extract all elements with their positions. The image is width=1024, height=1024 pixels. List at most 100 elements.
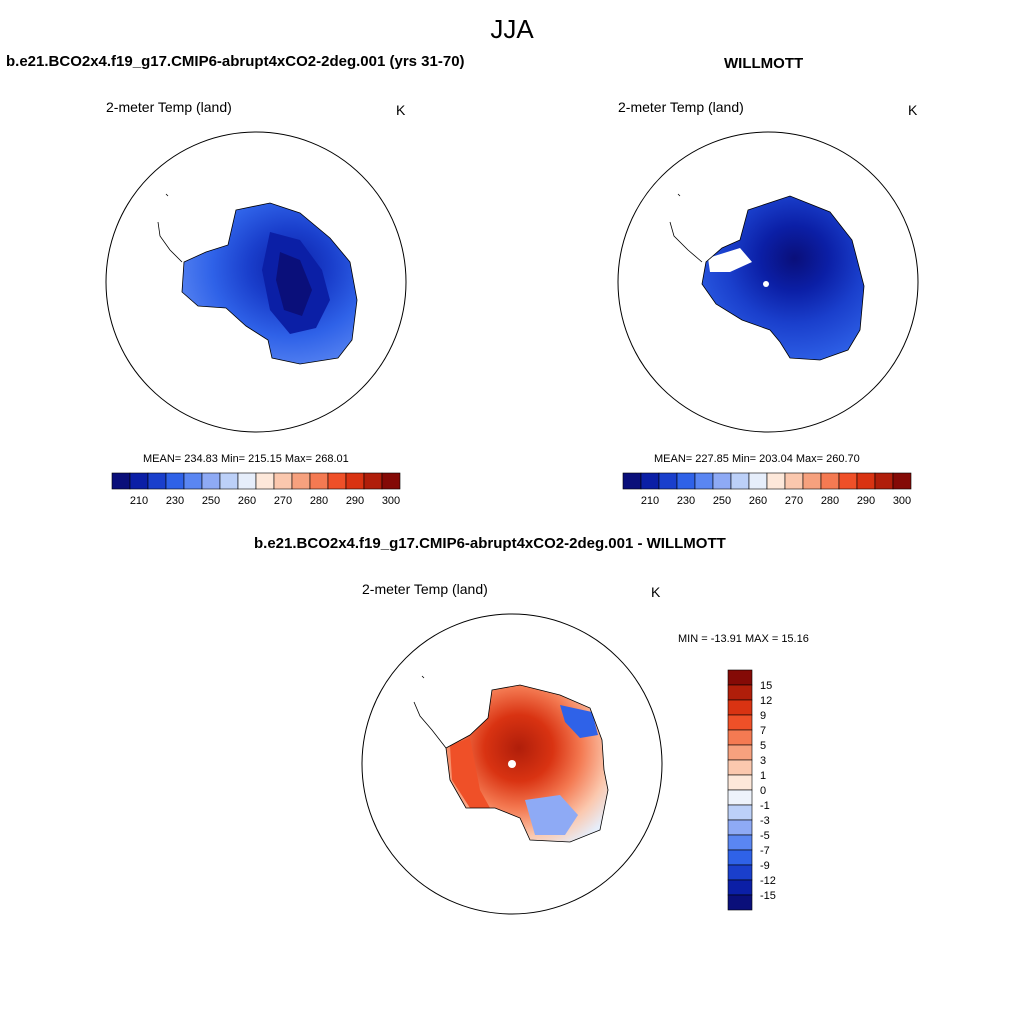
right-colorbar-swatch — [784, 472, 804, 490]
left-peninsula-coastline — [157, 193, 183, 263]
diff-colorbar-swatch — [727, 864, 753, 881]
right-colorbar-swatch — [766, 472, 786, 490]
diff-stats-readout: MIN = -13.91 MAX = 15.16 — [678, 633, 809, 645]
diff-colorbar-swatch — [727, 774, 753, 791]
diff-colorbar-tick-label: 3 — [760, 755, 766, 767]
right-colorbar-swatch — [892, 472, 912, 490]
diff-colorbar-swatch — [727, 894, 753, 911]
left-colorbar-tick-label: 250 — [202, 495, 220, 507]
diff-colorbar-tick-label: 5 — [760, 740, 766, 752]
diff-colorbar-swatch — [727, 669, 753, 686]
diff-colorbar-swatch — [727, 789, 753, 806]
right-colorbar-tick-label: 270 — [785, 495, 803, 507]
diff-colorbar-tick-label: 1 — [760, 770, 766, 782]
right-colorbar-swatch — [748, 472, 768, 490]
right-colorbar-tick-label: 290 — [857, 495, 875, 507]
figure-title: JJA — [490, 14, 534, 44]
diff-colorbar-swatch — [727, 744, 753, 761]
right-variable-label: 2-meter Temp (land) — [618, 99, 744, 115]
diff-antarctica-coastline — [445, 684, 609, 843]
left-colorbar-swatch — [273, 472, 293, 490]
right-units-label: K — [908, 102, 918, 118]
left-colorbar-tick-label: 210 — [130, 495, 148, 507]
diff-variable-label: 2-meter Temp (land) — [362, 581, 488, 597]
right-panel-title: WILLMOTT — [724, 55, 804, 72]
left-antarctica-coastline — [181, 202, 358, 365]
right-temperature-field — [702, 196, 864, 360]
left-colorbar-tick-label: 270 — [274, 495, 292, 507]
diff-panel-title: b.e21.BCO2x4.f19_g17.CMIP6-abrupt4xCO2-2… — [254, 535, 726, 552]
right-colorbar-tick-label: 230 — [677, 495, 695, 507]
left-colorbar-tick-label: 230 — [166, 495, 184, 507]
right-colorbar-tick-label: 210 — [641, 495, 659, 507]
diff-colorbar-swatch — [727, 804, 753, 821]
left-colorbar-swatch — [291, 472, 311, 490]
right-antarctica-coastline — [701, 195, 865, 361]
right-colorbar-swatch — [640, 472, 660, 490]
diff-colorbar-swatch — [727, 714, 753, 731]
left-colorbar-swatch — [363, 472, 383, 490]
right-colorbar-swatch — [676, 472, 696, 490]
right-colorbar-tick-label: 300 — [893, 495, 911, 507]
diff-colorbar-swatch — [727, 729, 753, 746]
right-peninsula-coastline — [669, 193, 703, 263]
left-colorbar: 210 230 250 260 270 280 290 300 — [111, 472, 401, 507]
diff-colorbar-swatch — [727, 759, 753, 776]
diff-colorbar-swatch — [727, 879, 753, 896]
right-colorbar-tick-label: 250 — [713, 495, 731, 507]
diff-colorbar-swatch — [727, 699, 753, 716]
left-colorbar-tick-label: 260 — [238, 495, 256, 507]
left-colorbar-swatch — [381, 472, 401, 490]
left-variable-label: 2-meter Temp (land) — [106, 99, 232, 115]
diff-colorbar-tick-label: -5 — [760, 830, 770, 842]
left-colorbar-tick-label: 280 — [310, 495, 328, 507]
left-colorbar-swatch — [345, 472, 365, 490]
diff-colorbar-tick-label: -1 — [760, 800, 770, 812]
diff-colorbar-tick-label: -9 — [760, 860, 770, 872]
left-colorbar-swatch — [309, 472, 329, 490]
diff-peninsula-coastline — [413, 675, 447, 749]
diff-colorbar-tick-label: 0 — [760, 785, 766, 797]
diff-colorbar-swatch — [727, 819, 753, 836]
right-colorbar-swatch — [694, 472, 714, 490]
diff-colorbar-tick-label: 15 — [760, 680, 772, 692]
left-colorbar-tick-label: 290 — [346, 495, 364, 507]
diff-colorbar-tick-label: -7 — [760, 845, 770, 857]
right-map-boundary — [617, 131, 919, 433]
left-colorbar-swatch — [237, 472, 257, 490]
left-colorbar-swatch — [129, 472, 149, 490]
right-colorbar-swatch — [856, 472, 876, 490]
diff-colorbar: 15 12 9 7 5 3 1 0 -1 -3 -5 -7 -9 -12 -15 — [727, 669, 776, 911]
diff-colorbar-tick-label: 12 — [760, 695, 772, 707]
right-colorbar: 210 230 250 260 270 280 290 300 — [622, 472, 912, 507]
diff-colorbar-tick-label: -12 — [760, 875, 776, 887]
diff-colorbar-tick-label: -3 — [760, 815, 770, 827]
right-stats-readout: MEAN= 227.85 Min= 203.04 Max= 260.70 — [654, 453, 860, 465]
right-colorbar-swatch — [712, 472, 732, 490]
diff-colorbar-tick-label: 9 — [760, 710, 766, 722]
right-colorbar-swatch — [838, 472, 858, 490]
diff-colorbar-swatch — [727, 834, 753, 851]
left-stats-readout: MEAN= 234.83 Min= 215.15 Max= 268.01 — [143, 453, 349, 465]
left-colorbar-swatch — [111, 472, 131, 490]
left-colorbar-tick-label: 300 — [382, 495, 400, 507]
left-map-boundary — [105, 131, 407, 433]
left-colorbar-swatch — [183, 472, 203, 490]
left-colorbar-swatch — [219, 472, 239, 490]
right-colorbar-swatch — [820, 472, 840, 490]
diff-temperature-field — [446, 685, 608, 842]
diff-colorbar-tick-label: 7 — [760, 725, 766, 737]
diff-units-label: K — [651, 584, 661, 600]
right-colorbar-tick-label: 260 — [749, 495, 767, 507]
diff-colorbar-swatch — [727, 849, 753, 866]
right-colorbar-tick-label: 280 — [821, 495, 839, 507]
right-colorbar-swatch — [730, 472, 750, 490]
diff-map-boundary — [361, 613, 663, 915]
left-colorbar-swatch — [201, 472, 221, 490]
right-colorbar-swatch — [874, 472, 894, 490]
left-colorbar-swatch — [147, 472, 167, 490]
left-colorbar-swatch — [255, 472, 275, 490]
right-colorbar-swatch — [802, 472, 822, 490]
left-panel-title: b.e21.BCO2x4.f19_g17.CMIP6-abrupt4xCO2-2… — [6, 53, 465, 70]
